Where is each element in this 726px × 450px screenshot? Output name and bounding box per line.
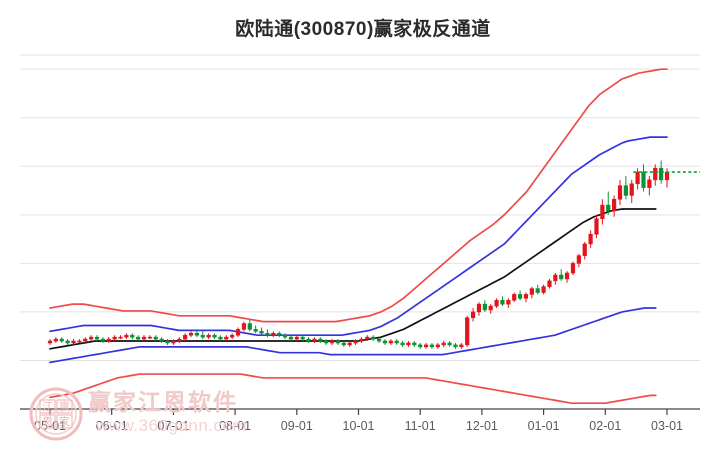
x-axis-tick-label: 05-01 [34, 419, 66, 433]
y-axis-tick-label: 0 [704, 401, 726, 415]
x-axis-tick-label: 08-01 [219, 419, 252, 433]
y-axis-tick-label: 125 [704, 158, 726, 172]
x-axis-tick-label: 09-01 [280, 419, 313, 433]
x-axis-tick-label: 12-01 [465, 419, 498, 433]
x-axis-tick-label: 01-01 [527, 419, 560, 433]
y-axis-tick-label: 75 [704, 255, 726, 269]
candlestick-series [47, 160, 670, 349]
x-axis-tick-label: 06-01 [95, 419, 128, 433]
x-axis-tick-label: 07-01 [157, 419, 190, 433]
y-axis-tick-label: 175 [704, 61, 726, 75]
page-title: 欧陆通(300870)赢家极反通道 [235, 19, 491, 40]
x-axis-tick-label: 03-01 [651, 419, 683, 433]
y-axis-tick-label: 50 [704, 304, 726, 318]
x-axis-tick-label: 02-01 [589, 419, 622, 433]
x-axis-tick-label: 11-01 [404, 419, 436, 433]
y-axis-tick-label: 100 [704, 207, 726, 221]
y-axis-tick-label: 25 [704, 352, 726, 366]
y-axis-tick-label: 150 [704, 110, 726, 124]
channel-band-lines [49, 68, 668, 405]
axis-lines [20, 408, 700, 415]
x-axis-tick-label: 10-01 [342, 419, 375, 433]
